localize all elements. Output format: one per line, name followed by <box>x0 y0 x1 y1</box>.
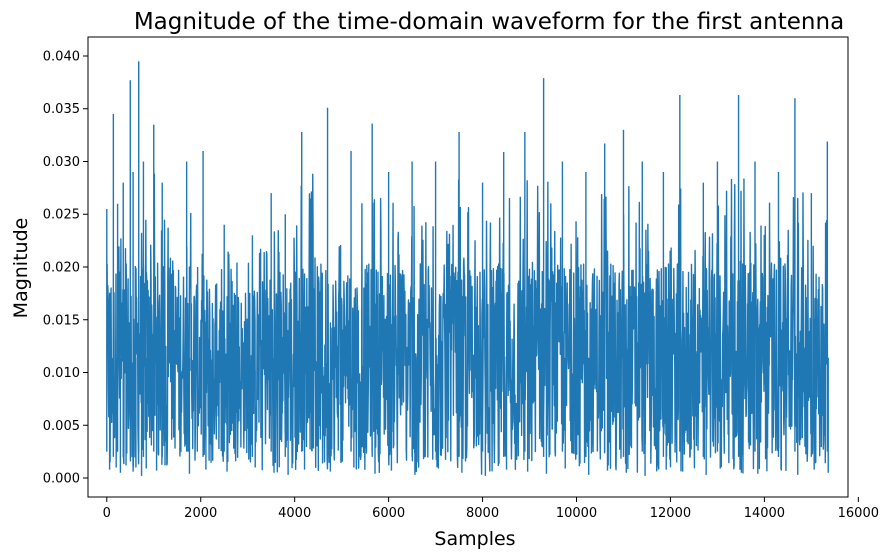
plot-area <box>87 36 849 498</box>
y-tick-label: 0.000 <box>43 472 80 487</box>
x-tick-label: 6000 <box>372 506 405 521</box>
y-tick-label: 0.035 <box>43 102 80 117</box>
waveform-series-line <box>106 61 829 476</box>
x-tick-label: 2000 <box>184 506 217 521</box>
y-axis: 0.000 0.005 0.010 0.015 0.020 0.025 0.030 0.035… <box>43 49 88 487</box>
series-layer <box>106 61 829 476</box>
y-tick-label: 0.010 <box>43 366 80 381</box>
x-tick-label: 4000 <box>278 506 311 521</box>
chart-title: Magnitude of the time-domain waveform fo… <box>134 9 844 35</box>
y-axis-title: Magnitude <box>10 218 32 319</box>
y-tick-label: 0.030 <box>43 155 80 170</box>
x-tick-label: 16000 <box>838 506 879 521</box>
y-tick-label: 0.005 <box>43 419 80 434</box>
x-tick-label: 0 <box>103 506 111 521</box>
x-tick-label: 12000 <box>650 506 691 521</box>
x-axis: 0 2000 4000 6000 8000 10000 12000 14000 16000 <box>103 497 879 521</box>
x-axis-title: Samples <box>434 528 515 550</box>
x-tick-label: 10000 <box>556 506 597 521</box>
y-tick-label: 0.015 <box>43 313 80 328</box>
x-tick-label: 14000 <box>744 506 785 521</box>
y-tick-label: 0.040 <box>43 49 80 64</box>
x-tick-label: 8000 <box>466 506 499 521</box>
y-tick-label: 0.025 <box>43 208 80 223</box>
y-tick-label: 0.020 <box>43 261 80 276</box>
